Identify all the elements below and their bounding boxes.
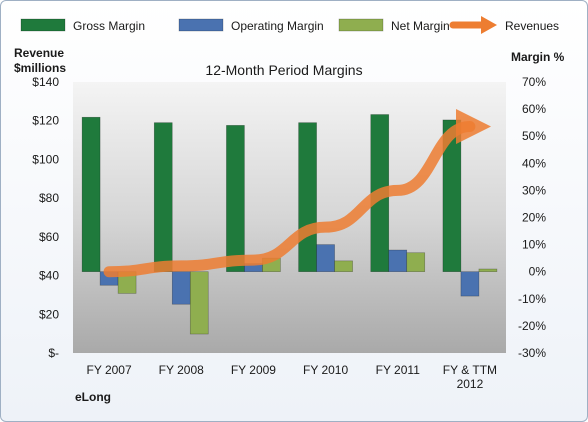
right-tick-label: -30% (518, 346, 546, 360)
legend-label-operating-margin: Operating Margin (231, 19, 324, 33)
x-tick-label-line: FY 2011 (376, 363, 421, 377)
legend-arrow-icon (481, 16, 497, 34)
x-tick-label-line: FY & TTM (443, 363, 497, 377)
gross-margin-bar (226, 125, 245, 272)
x-tick-label-line: FY 2007 (87, 363, 132, 377)
x-tick-label-line: FY 2008 (159, 363, 204, 377)
left-tick-label: $20 (39, 307, 59, 321)
left-axis-label: Revenue $millions (14, 46, 66, 75)
right-tick-label: 60% (522, 102, 546, 116)
right-tick-label: -20% (518, 319, 546, 333)
left-tick-label: $120 (32, 114, 59, 128)
right-axis-ticks: -30% -20% -10% 0% 10% 20% 30% 40% 50% 60% 70% (518, 75, 546, 360)
legend-label-gross-margin: Gross Margin (73, 19, 145, 33)
x-tick-label: FY 2011 (376, 363, 421, 377)
x-tick-label: FY 2007 (87, 363, 132, 377)
gross-margin-bar (298, 122, 317, 273)
right-tick-label: 30% (522, 183, 546, 197)
legend-swatch-net-margin (338, 18, 384, 32)
net-margin-bar (334, 260, 353, 272)
operating-margin-bar (171, 271, 191, 305)
right-tick-label: 20% (522, 211, 546, 225)
left-tick-label: $- (48, 346, 59, 360)
left-tick-label: $40 (39, 269, 59, 283)
x-tick-label-line: FY 2010 (303, 363, 348, 377)
right-tick-label: 0% (529, 265, 547, 279)
x-tick-label: FY 2009 (231, 363, 276, 377)
right-tick-label: 70% (522, 75, 546, 89)
left-tick-label: $100 (32, 152, 59, 166)
left-tick-label: $60 (39, 230, 59, 244)
company-label: eLong (75, 390, 111, 404)
x-axis-ticks: FY 2007 FY 2008 FY 2009 FY 2010 FY 2011 FY & … (87, 363, 498, 391)
chart-title: 12-Month Period Margins (205, 62, 362, 78)
right-tick-label: 40% (522, 156, 546, 170)
right-tick-label: -10% (518, 292, 546, 306)
net-margin-bar (478, 268, 498, 272)
gross-margin-bar (153, 122, 173, 273)
net-margin-bar (189, 271, 209, 335)
left-tick-label: $140 (32, 75, 59, 89)
gross-margin-bar (81, 116, 101, 273)
x-tick-label-line: 2012 (457, 377, 484, 391)
left-axis-label-line: Revenue (14, 46, 64, 60)
legend-swatch-gross-margin (20, 18, 66, 32)
x-tick-label-line: FY 2009 (231, 363, 276, 377)
legend: Gross Margin Operating Margin Net Margin Re… (20, 16, 559, 34)
revenue-line (103, 108, 492, 278)
net-margin-bar (406, 252, 426, 272)
x-tick-label: FY 2008 (159, 363, 204, 377)
left-axis-ticks: $- $20 $40 $60 $80 $100 $120 $140 (32, 75, 59, 360)
plot-area (73, 82, 506, 353)
right-tick-label: 50% (522, 129, 546, 143)
right-axis-label: Margin % (511, 50, 565, 64)
revenues-line (103, 108, 492, 278)
right-tick-label: 10% (522, 238, 546, 252)
left-tick-label: $80 (39, 191, 59, 205)
legend-label-net-margin: Net Margin (391, 19, 450, 33)
legend-label-revenues: Revenues (505, 19, 559, 33)
gross-margin-bar (442, 119, 462, 272)
x-tick-label: FY 2010 (303, 363, 348, 377)
operating-margin-bar (316, 244, 335, 273)
left-axis-label-line: $millions (14, 61, 66, 75)
x-tick-label: FY & TTM 2012 (443, 363, 497, 391)
operating-margin-bar (460, 271, 480, 297)
operating-margin-bar (388, 249, 408, 273)
legend-swatch-operating-margin (178, 18, 224, 32)
